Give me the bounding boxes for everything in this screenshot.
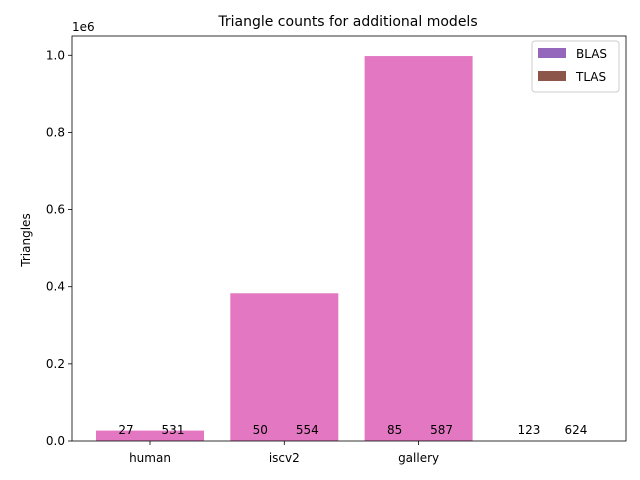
y-axis-ticks: 0.0 0.2 0.4 0.6 0.8 1.0 xyxy=(46,48,72,448)
bar-iscv2 xyxy=(230,293,339,441)
bar-human xyxy=(96,430,204,441)
data-label: 123 xyxy=(517,423,540,437)
x-tick-label-gallery: gallery xyxy=(398,451,439,465)
data-label: 85 xyxy=(387,423,402,437)
y-tick-label: 0.8 xyxy=(46,125,65,139)
legend: BLAS TLAS xyxy=(531,40,620,93)
legend-label-blas: BLAS xyxy=(576,47,607,61)
y-tick-label: 0.4 xyxy=(46,280,65,294)
x-tick-label-iscv2: iscv2 xyxy=(269,451,300,465)
legend-swatch-tlas xyxy=(538,71,566,81)
x-axis-ticks: human iscv2 gallery xyxy=(129,441,439,465)
data-label: 587 xyxy=(430,423,453,437)
y-axis-offset-text: 1e6 xyxy=(72,20,95,34)
y-tick-label: 0.2 xyxy=(46,357,65,371)
data-label: 27 xyxy=(118,423,133,437)
plot-area-frame xyxy=(71,35,627,442)
data-label: 531 xyxy=(162,423,185,437)
bars-layer xyxy=(96,56,473,442)
x-tick-label-human: human xyxy=(129,451,171,465)
bar-gallery xyxy=(364,56,473,442)
y-axis-label: Triangles xyxy=(19,213,33,267)
data-label: 50 xyxy=(253,423,268,437)
legend-label-tlas: TLAS xyxy=(575,70,606,84)
chart-title: Triangle counts for additional models xyxy=(217,14,477,30)
y-tick-label: 0.6 xyxy=(46,203,65,217)
y-tick-label: 0.0 xyxy=(46,434,65,448)
data-label: 554 xyxy=(296,423,319,437)
legend-swatch-blas xyxy=(538,48,566,58)
data-label: 624 xyxy=(564,423,587,437)
y-tick-label: 1.0 xyxy=(46,48,65,62)
annotations-layer: 27 531 50 554 85 587 123 624 xyxy=(118,423,587,437)
